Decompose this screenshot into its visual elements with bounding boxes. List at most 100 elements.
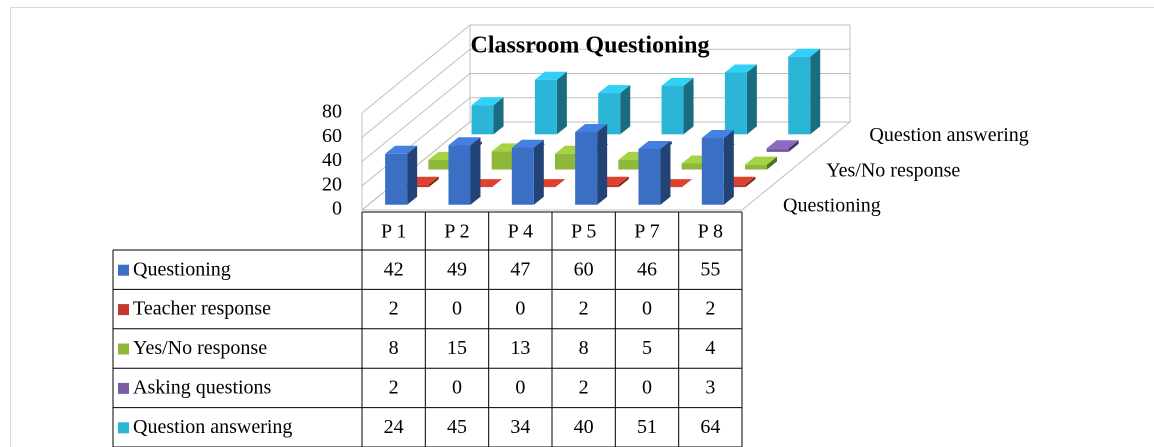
bar-front <box>638 148 661 205</box>
table-value: 60 <box>574 258 594 280</box>
table-value: 0 <box>515 298 525 320</box>
bar-side <box>723 130 734 205</box>
depth-label: Question answering <box>869 124 1028 146</box>
bar-side <box>533 139 544 205</box>
legend-swatch <box>118 382 129 394</box>
bar-front <box>491 151 514 170</box>
table-value: 2 <box>579 376 589 398</box>
table-value: 2 <box>705 298 715 320</box>
table-value: 5 <box>642 337 652 359</box>
chart-frame <box>10 7 1154 447</box>
bar-front <box>385 153 408 205</box>
y-tick-label: 20 <box>322 173 342 195</box>
bars <box>385 48 821 205</box>
bar <box>598 85 631 135</box>
bar-top <box>511 139 544 148</box>
bar-front <box>745 164 768 170</box>
x-tick-label: P 7 <box>634 221 659 243</box>
bar-side <box>683 77 694 135</box>
table-value: 0 <box>515 376 525 398</box>
bar-front <box>681 163 704 170</box>
legend-swatch <box>118 264 129 276</box>
legend-swatch <box>118 304 129 316</box>
y-tick-label: 0 <box>332 198 342 220</box>
legend-label: Questioning <box>133 258 231 280</box>
table-value: 55 <box>700 258 720 280</box>
bar-side <box>407 145 418 205</box>
bar-front <box>534 79 557 135</box>
bar <box>385 145 418 205</box>
bar-top <box>788 48 821 57</box>
table-value: 0 <box>452 376 462 398</box>
table-value: 8 <box>579 337 589 359</box>
bar-front <box>618 159 641 170</box>
bar <box>471 97 504 135</box>
bar-side <box>597 123 608 205</box>
bar-side <box>660 140 671 205</box>
bar-front <box>596 184 619 188</box>
legend-label: Teacher response <box>133 298 271 320</box>
bar-side <box>810 48 821 135</box>
x-tick-label: P 2 <box>444 221 469 243</box>
bar-top <box>471 97 504 106</box>
grid-line <box>361 48 850 138</box>
table-value: 42 <box>384 258 404 280</box>
bar-front <box>428 159 451 170</box>
bar-side <box>493 97 504 135</box>
y-tick-label: 60 <box>322 125 342 147</box>
depth-label: Yes/No response <box>826 159 960 181</box>
table-value: 13 <box>510 337 530 359</box>
bar-top <box>534 71 567 80</box>
bar-side <box>556 71 567 135</box>
bar-front <box>766 148 789 152</box>
bar-front <box>788 56 811 135</box>
bar-front <box>575 131 598 205</box>
x-tick-label: P 1 <box>381 221 406 243</box>
x-tick-label: P 8 <box>698 221 723 243</box>
bar <box>745 156 778 170</box>
bar <box>448 137 481 205</box>
legend-label: Asking questions <box>133 376 272 398</box>
bar <box>724 64 757 135</box>
bar-front <box>701 138 724 205</box>
table-value: 0 <box>642 376 652 398</box>
bar <box>788 48 821 135</box>
table-value: 15 <box>447 337 467 359</box>
table-value: 0 <box>452 298 462 320</box>
bar-top <box>724 64 757 73</box>
table-value: 2 <box>389 376 399 398</box>
bar-top <box>575 123 608 132</box>
bar-side <box>428 176 439 188</box>
legend-swatch <box>118 422 129 434</box>
bar <box>638 140 671 205</box>
bar-front <box>448 145 471 205</box>
bar-side <box>767 156 778 170</box>
bar-front <box>723 184 746 188</box>
bar-side <box>745 176 756 188</box>
bar-top <box>766 140 799 149</box>
bar-top <box>598 85 631 94</box>
bar-front <box>724 72 747 135</box>
bar-top <box>638 140 671 149</box>
bar-side <box>746 64 757 135</box>
legend-swatch <box>118 343 129 355</box>
y-tick-label: 40 <box>322 149 342 171</box>
bar <box>701 130 734 205</box>
table-value: 49 <box>447 258 467 280</box>
table-value: 3 <box>705 376 715 398</box>
bar-side <box>788 140 799 152</box>
bar-side <box>618 176 629 188</box>
bar-front <box>406 184 429 188</box>
table-value: 2 <box>579 298 589 320</box>
table-value: 8 <box>389 337 399 359</box>
y-tick-label: 80 <box>322 101 342 123</box>
bar <box>511 139 544 205</box>
table-value: 45 <box>447 416 467 438</box>
bar-top <box>448 137 481 146</box>
table-value: 4 <box>705 337 715 359</box>
bar-top <box>745 156 778 165</box>
x-tick-label: P 4 <box>508 221 533 243</box>
table-value: 24 <box>384 416 404 438</box>
bar-side <box>620 85 631 135</box>
